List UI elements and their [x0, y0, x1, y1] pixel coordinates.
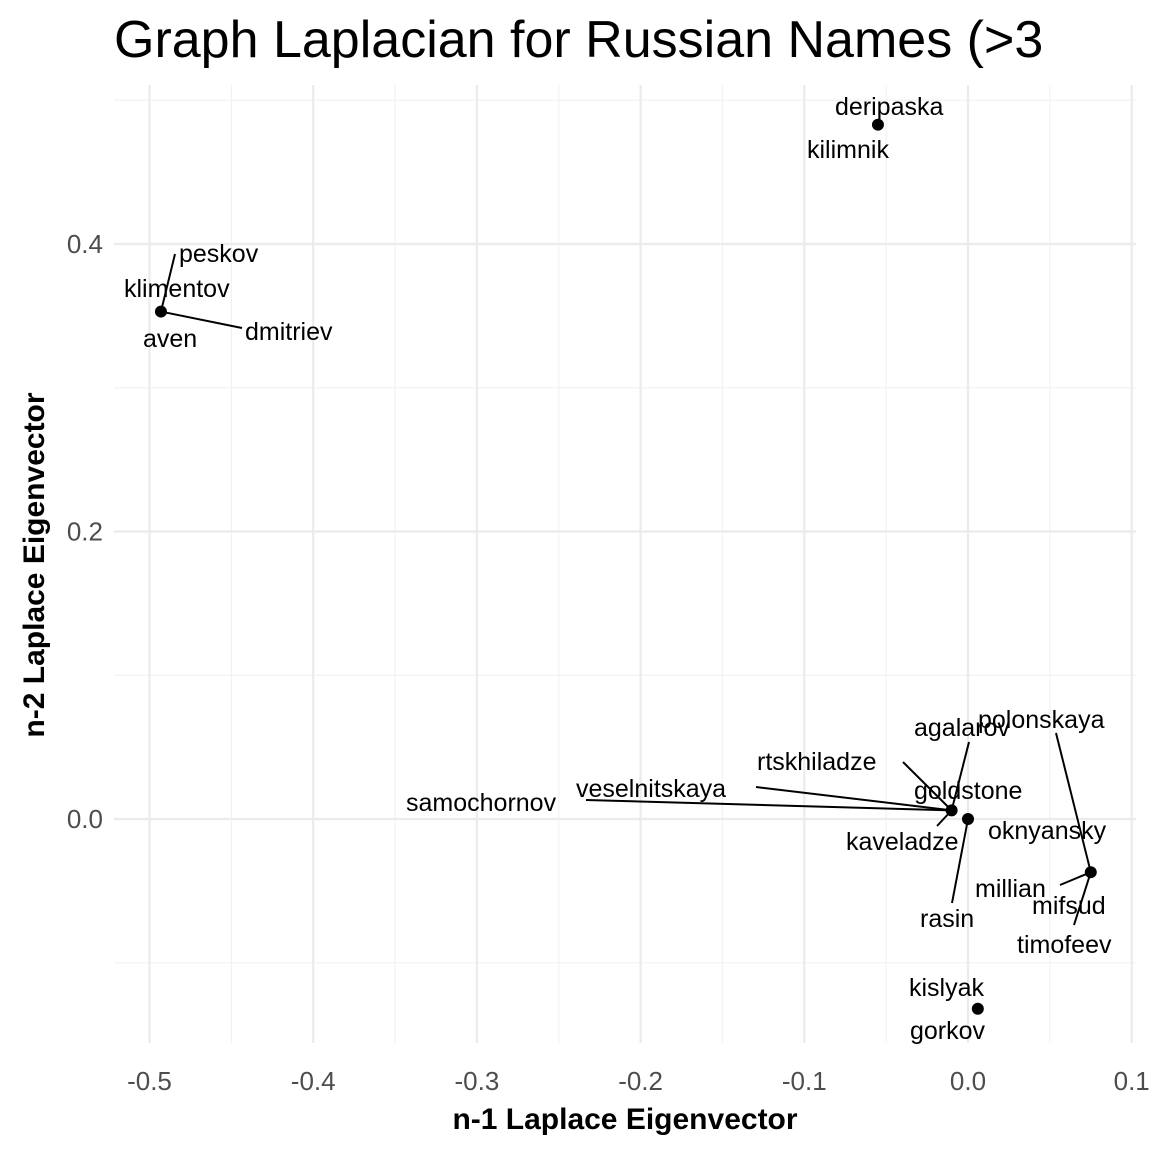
x-axis-title: n-1 Laplace Eigenvector — [452, 1103, 797, 1136]
y-axis-title: n-2 Laplace Eigenvector — [18, 392, 51, 737]
data-point — [945, 804, 958, 817]
data-points — [154, 118, 1097, 1015]
label-leader-line — [950, 741, 970, 811]
point-label-agalarov: agalarov — [914, 714, 1010, 742]
x-tick-label: -0.3 — [454, 1066, 499, 1096]
y-tick-label: 0.4 — [67, 229, 103, 259]
point-label-millian: millian — [975, 875, 1046, 903]
point-label-samochornov: samochornov — [406, 789, 557, 817]
axis-ticks: -0.5 -0.4 -0.3 -0.2 -0.1 0.0 0.1 0.0 0.2 0.4 — [67, 229, 1150, 1096]
y-tick-label: 0.2 — [67, 517, 103, 547]
point-label-goldstone: goldstone — [914, 777, 1022, 805]
data-point — [871, 118, 884, 131]
chart-title: Graph Laplacian for Russian Names (>3 — [114, 11, 1043, 69]
y-tick-label: 0.0 — [67, 804, 103, 834]
x-tick-label: -0.5 — [127, 1066, 172, 1096]
data-point — [1084, 866, 1097, 879]
data-point — [962, 813, 974, 825]
label-leader-line — [159, 253, 176, 312]
point-label-deripaska: deripaska — [835, 93, 943, 121]
label-leader-line — [1055, 732, 1092, 873]
point-label-kilimnik: kilimnik — [807, 136, 889, 164]
point-label-rasin: rasin — [920, 905, 974, 933]
x-tick-label: -0.2 — [618, 1066, 663, 1096]
point-label-aven: aven — [143, 325, 197, 353]
point-label-timofeev: timofeev — [1017, 931, 1112, 959]
x-tick-label: -0.4 — [291, 1066, 336, 1096]
label-leader-line — [951, 818, 969, 904]
label-leader-line — [755, 786, 952, 812]
label-leader-line — [160, 310, 243, 329]
label-leader-line — [902, 761, 953, 812]
x-tick-label: -0.1 — [782, 1066, 827, 1096]
point-label-oknyansky: oknyansky — [988, 817, 1107, 845]
point-label-gorkov: gorkov — [910, 1017, 986, 1045]
point-label-veselnitskaya: veselnitskaya — [576, 775, 726, 803]
point-label-kislyak: kislyak — [909, 974, 985, 1002]
point-label-rtskhiladze: rtskhiladze — [757, 748, 877, 776]
point-label-dmitriev: dmitriev — [245, 318, 333, 346]
data-point — [971, 1002, 984, 1015]
grid — [114, 85, 1136, 1043]
point-label-polonskaya: polonskaya — [978, 706, 1105, 734]
x-tick-label: 0.0 — [950, 1066, 986, 1096]
data-point — [154, 305, 167, 318]
label-leader-line — [585, 799, 952, 812]
x-tick-label: 0.1 — [1114, 1066, 1150, 1096]
point-label-peskov: peskov — [179, 240, 259, 268]
point-labels: deripaska kilimnik peskov klimentov aven dmit… — [124, 93, 1112, 1045]
label-leader-lines — [159, 253, 1092, 926]
point-label-klimentov: klimentov — [124, 275, 230, 303]
point-label-kaveladze: kaveladze — [846, 828, 959, 856]
label-leader-line — [1073, 871, 1092, 926]
point-label-mifsud: mifsud — [1032, 892, 1106, 920]
